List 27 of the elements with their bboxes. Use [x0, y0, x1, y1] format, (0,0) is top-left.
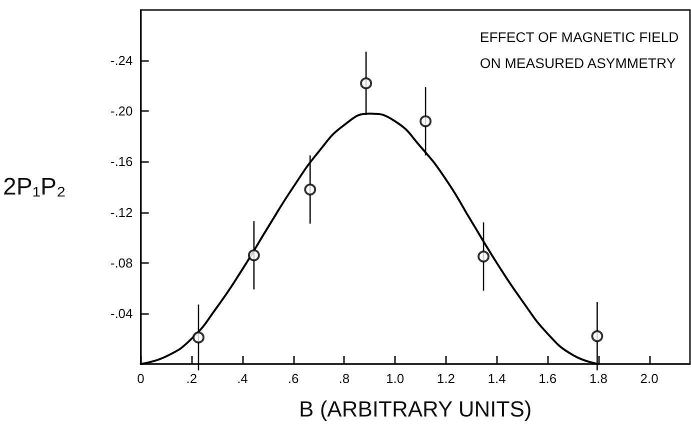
x-tick-label: .2 [186, 371, 198, 386]
x-tick-label: 1.8 [589, 371, 608, 386]
point [478, 250, 490, 263]
x-tick-label: 1.6 [538, 371, 557, 386]
y-tick-label: -.20 [110, 104, 133, 119]
point [304, 184, 316, 196]
point [360, 77, 372, 90]
x-tick-label: 0 [137, 371, 144, 386]
x-tick-label: 2.0 [640, 371, 658, 386]
x-axis-title: B (ARBITRARY UNITS) [299, 396, 532, 422]
point [591, 330, 604, 342]
x-tick-label: .8 [338, 371, 350, 386]
point [248, 249, 260, 262]
annotation: EFFECT OF MAGNETIC FIELD ON MEASURED ASYMMETRY [480, 29, 679, 71]
x-tick-label: 1.2 [436, 371, 455, 386]
x-tick-label: 1.4 [488, 371, 506, 386]
point [192, 331, 204, 344]
y-tick-label: -.24 [110, 53, 133, 68]
y-tick-label: -.08 [110, 255, 133, 270]
x-tick-label: .6 [288, 371, 299, 386]
x-tick-label: 1.0 [386, 371, 404, 386]
x-tick-label: .4 [237, 371, 248, 386]
point [420, 115, 432, 128]
y-tick-label: -.16 [110, 154, 133, 170]
y-tick-label: -.12 [110, 204, 133, 220]
y-axis-title: 2P₁P₂ [2, 174, 66, 200]
y-tick-label: -.04 [110, 306, 133, 321]
